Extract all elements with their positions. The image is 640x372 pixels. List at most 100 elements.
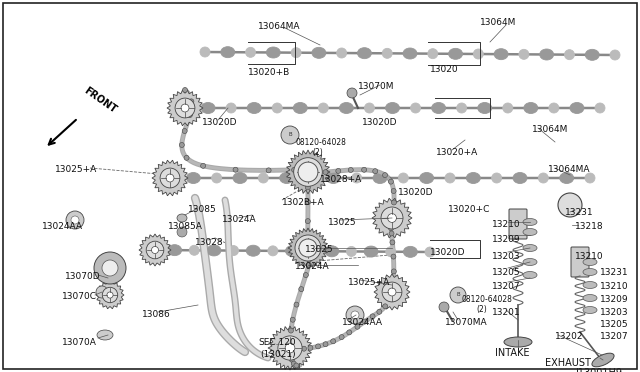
Circle shape <box>388 179 394 184</box>
Text: 13020+B: 13020+B <box>248 68 291 77</box>
Circle shape <box>388 226 394 231</box>
Text: 13020+A: 13020+A <box>436 148 478 157</box>
Text: 13025+A: 13025+A <box>55 165 97 174</box>
Circle shape <box>287 343 292 348</box>
Text: (2): (2) <box>476 305 487 314</box>
Ellipse shape <box>228 246 239 256</box>
Ellipse shape <box>385 103 399 113</box>
Text: 13231: 13231 <box>565 208 594 217</box>
Circle shape <box>301 346 307 351</box>
Circle shape <box>179 142 184 147</box>
Text: B: B <box>456 292 460 298</box>
Ellipse shape <box>386 247 396 257</box>
Text: 13025: 13025 <box>328 218 356 227</box>
Circle shape <box>294 363 299 368</box>
Ellipse shape <box>312 47 326 58</box>
Circle shape <box>287 345 292 350</box>
Ellipse shape <box>364 246 378 257</box>
Text: 13064M: 13064M <box>480 18 516 27</box>
Text: 13203: 13203 <box>600 308 628 317</box>
Ellipse shape <box>398 173 408 183</box>
Circle shape <box>355 324 360 329</box>
Text: 13210: 13210 <box>492 220 520 229</box>
Circle shape <box>299 239 317 257</box>
Ellipse shape <box>293 103 307 113</box>
Text: 13028+A: 13028+A <box>320 175 362 184</box>
Circle shape <box>348 167 353 173</box>
Text: 13207: 13207 <box>600 332 628 341</box>
Ellipse shape <box>431 103 445 113</box>
Circle shape <box>388 222 394 227</box>
Ellipse shape <box>564 50 575 60</box>
Ellipse shape <box>351 173 362 183</box>
Circle shape <box>152 247 159 254</box>
Ellipse shape <box>403 246 417 257</box>
Circle shape <box>182 87 188 93</box>
Ellipse shape <box>358 48 371 59</box>
Text: 13070D: 13070D <box>65 272 100 281</box>
Ellipse shape <box>428 49 438 59</box>
Text: 13207: 13207 <box>492 282 520 291</box>
Circle shape <box>372 169 378 174</box>
Circle shape <box>266 168 271 173</box>
Text: EXHAUST: EXHAUST <box>545 358 591 368</box>
Circle shape <box>305 175 310 180</box>
Ellipse shape <box>189 245 199 255</box>
Ellipse shape <box>425 247 435 257</box>
Ellipse shape <box>445 173 455 183</box>
Circle shape <box>390 240 395 245</box>
Circle shape <box>391 254 396 259</box>
Ellipse shape <box>346 246 356 256</box>
Text: 1302B+A: 1302B+A <box>282 198 324 207</box>
Ellipse shape <box>305 173 315 183</box>
Text: 13209: 13209 <box>600 295 628 304</box>
Text: 13205: 13205 <box>492 268 520 277</box>
Ellipse shape <box>492 173 502 183</box>
Circle shape <box>339 334 344 340</box>
Ellipse shape <box>364 103 374 113</box>
Text: 13024AA: 13024AA <box>342 318 383 327</box>
Ellipse shape <box>221 46 235 58</box>
Circle shape <box>307 262 311 267</box>
Text: B: B <box>288 132 292 138</box>
Ellipse shape <box>523 259 537 266</box>
Ellipse shape <box>337 48 347 58</box>
Text: 13064MA: 13064MA <box>258 22 301 31</box>
Text: 13064M: 13064M <box>532 125 568 134</box>
Ellipse shape <box>272 103 282 113</box>
Circle shape <box>303 167 313 177</box>
Circle shape <box>299 286 304 292</box>
Text: 13203: 13203 <box>492 252 520 261</box>
Polygon shape <box>288 228 328 268</box>
Circle shape <box>96 286 108 298</box>
Text: 13070A: 13070A <box>62 338 97 347</box>
Circle shape <box>305 219 310 224</box>
Ellipse shape <box>585 173 595 183</box>
Text: 13020+C: 13020+C <box>448 205 490 214</box>
Ellipse shape <box>585 49 599 60</box>
Circle shape <box>287 336 292 341</box>
Circle shape <box>177 227 187 237</box>
Ellipse shape <box>513 173 527 183</box>
Polygon shape <box>167 90 203 126</box>
Text: 13205: 13205 <box>600 320 628 329</box>
Circle shape <box>323 170 328 175</box>
Ellipse shape <box>523 228 537 235</box>
Circle shape <box>291 361 296 366</box>
Ellipse shape <box>538 173 548 183</box>
Ellipse shape <box>583 269 597 276</box>
Circle shape <box>346 306 364 324</box>
Circle shape <box>389 218 394 223</box>
Circle shape <box>306 168 311 173</box>
Ellipse shape <box>583 259 597 266</box>
Polygon shape <box>152 160 188 196</box>
Circle shape <box>347 330 352 335</box>
Ellipse shape <box>180 103 190 113</box>
Ellipse shape <box>477 103 492 113</box>
Circle shape <box>288 348 292 353</box>
Circle shape <box>305 200 310 205</box>
Circle shape <box>391 269 396 274</box>
Circle shape <box>392 200 396 205</box>
Ellipse shape <box>494 49 508 60</box>
Circle shape <box>189 99 194 104</box>
